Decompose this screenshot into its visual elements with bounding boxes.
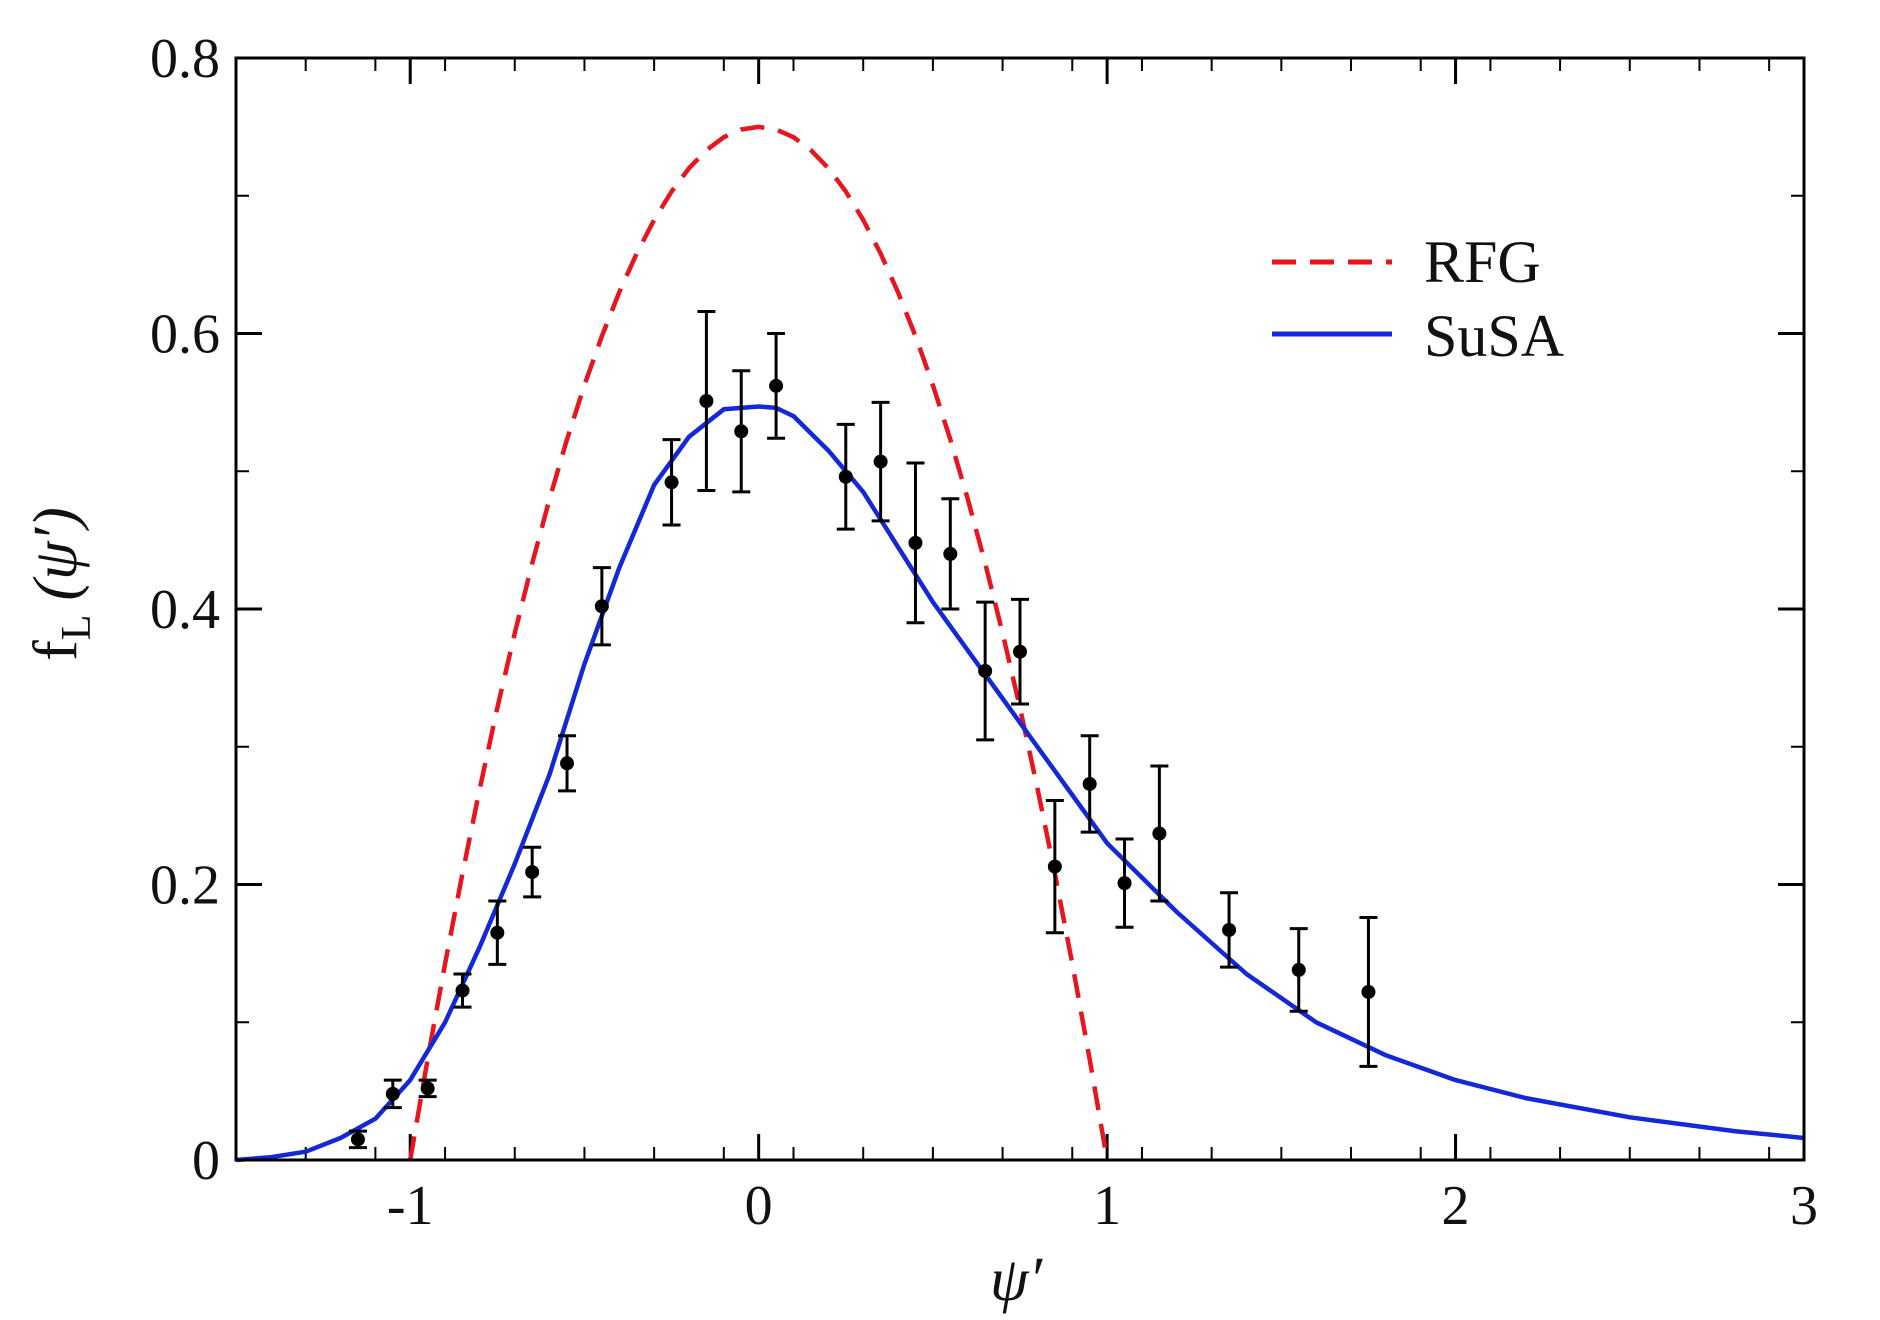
y-axis-title-arg: (ψ′) [22,507,90,600]
x-tick-label: 2 [1442,1175,1470,1237]
x-axis-title: ψ′ [990,1246,1044,1314]
x-tick-label: 3 [1790,1175,1818,1237]
y-tick-label: 0 [192,1130,220,1192]
y-tick-label: 0.8 [150,28,220,90]
y-axis-title-sub: L [54,615,100,641]
data-point [455,983,470,998]
data-point [490,925,505,940]
legend-label-susa: SuSA [1424,303,1564,369]
y-tick-label: 0.6 [150,304,220,366]
x-tick-label: 1 [1093,1175,1121,1237]
data-point [1117,876,1132,891]
data-point [1047,859,1062,874]
svg-text:fL(ψ′): fL (ψ′) [22,507,100,661]
data-point [838,469,853,484]
y-axis-title: fL (ψ′) [22,507,100,661]
legend: RFG SuSA [1272,229,1564,369]
data-point [1082,776,1097,791]
x-tick-label: 0 [745,1175,773,1237]
data-point [385,1086,400,1101]
data-point [1152,826,1167,841]
y-tick-label: 0.2 [150,855,220,917]
data-point [978,663,993,678]
data-point [734,424,749,439]
data-point [664,475,679,490]
data-point [1361,984,1376,999]
data-point [943,546,958,561]
data-point [560,756,575,771]
data-point [420,1081,435,1096]
y-tick-label: 0.4 [150,579,220,641]
tick-labels: -1 0 1 2 3 0 0.2 0.4 0.6 0.8 [150,28,1818,1237]
data-point [350,1132,365,1147]
series-line-susa [235,404,1805,1163]
y-axis-title-main: f [22,640,90,661]
data-point [699,393,714,408]
data-point [1222,922,1237,937]
series-line-rfg [407,124,1110,1161]
legend-label-rfg: RFG [1424,229,1541,295]
series-layer [235,124,1805,1163]
data-point [1291,962,1306,977]
data-point [525,865,540,880]
data-point [873,454,888,469]
data-point [908,535,923,550]
x-tick-label: -1 [387,1175,434,1237]
plot-frame [234,56,1806,1162]
data-point [594,599,609,614]
data-point [1013,644,1027,659]
data-point [769,378,784,393]
